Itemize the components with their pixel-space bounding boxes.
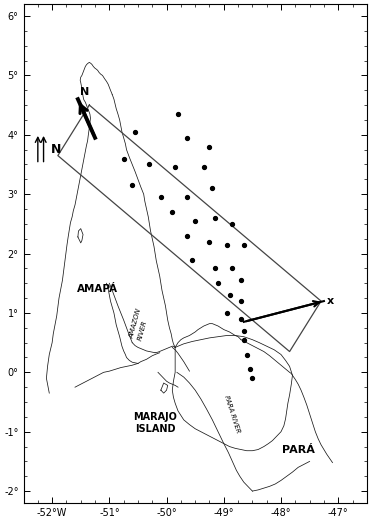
Text: N: N [80, 87, 89, 97]
Text: AMAPÁ: AMAPÁ [78, 284, 118, 294]
Text: MARAJO
ISLAND: MARAJO ISLAND [133, 412, 177, 434]
Text: N: N [50, 143, 61, 156]
Text: RIVER: RIVER [137, 320, 148, 342]
Text: x: x [327, 296, 334, 306]
Text: PARA RIVER: PARA RIVER [223, 394, 241, 433]
Text: PARÁ: PARÁ [282, 445, 315, 455]
Text: AMAZON: AMAZON [128, 308, 142, 339]
